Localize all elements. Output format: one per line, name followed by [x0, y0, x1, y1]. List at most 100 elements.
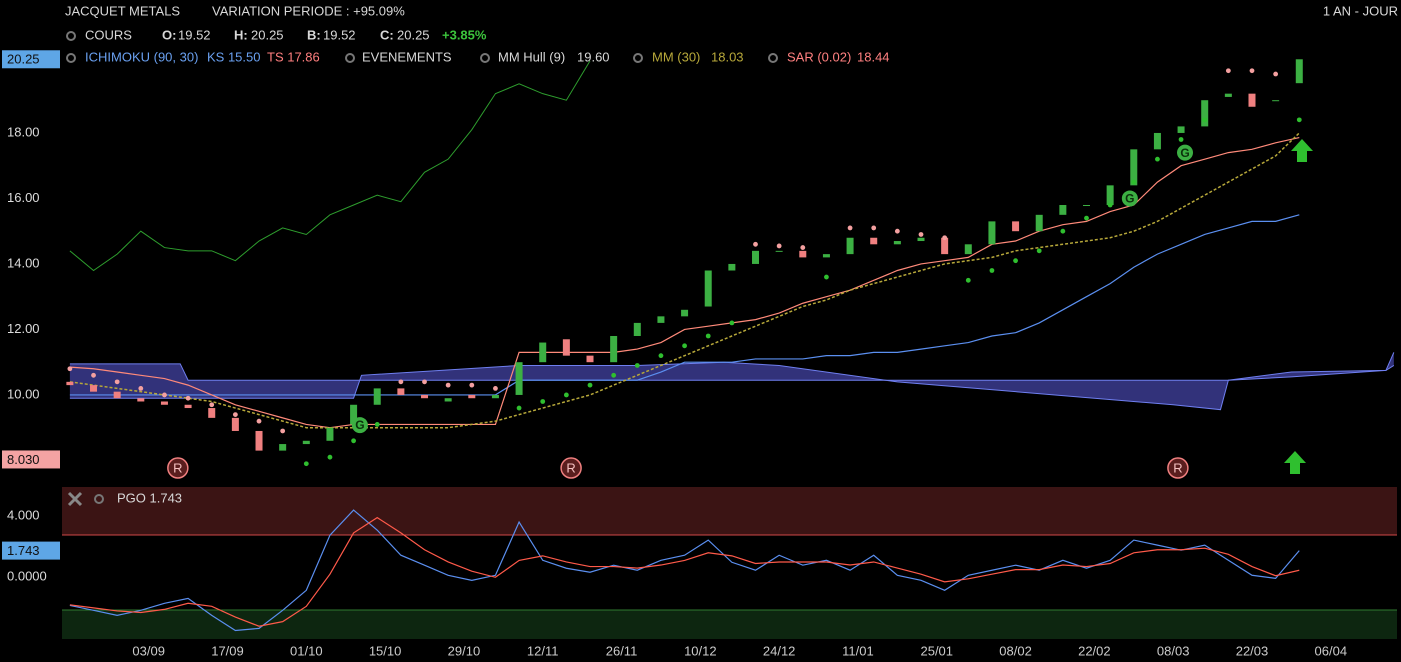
sar-dot [327, 454, 333, 460]
sar-dot [894, 228, 900, 234]
value-box-label: 8.030 [7, 452, 40, 467]
candle [302, 440, 310, 445]
gear-icon[interactable] [480, 53, 490, 63]
y-tick-label: 18.00 [7, 124, 40, 139]
candle [326, 427, 334, 441]
event-marker [1167, 457, 1189, 479]
candle [491, 394, 499, 399]
sar-dot [563, 392, 569, 398]
hull-value: 19.60 [577, 49, 610, 64]
ohlc-value: 20.25 [251, 27, 284, 42]
sar-dot [1273, 71, 1279, 77]
candle [231, 417, 239, 431]
sar-dot [303, 461, 309, 467]
candle [1153, 132, 1161, 150]
ohlc-value: 19.52 [323, 27, 356, 42]
sar-dot [989, 268, 995, 273]
candle [160, 401, 168, 405]
x-tick-label: 08/02 [999, 643, 1032, 658]
x-tick-label: 25/01 [920, 643, 953, 658]
event-marker [167, 457, 189, 479]
candle [1295, 59, 1303, 84]
sar-dot [374, 422, 380, 427]
sar-dot [114, 379, 120, 385]
sar-dot [1013, 258, 1018, 264]
gear-icon[interactable] [66, 53, 76, 63]
ohlc-label: C: [380, 27, 394, 42]
ohlc-value: 20.25 [397, 27, 430, 42]
candle [893, 241, 901, 245]
x-tick-label: 15/10 [369, 643, 402, 658]
signal-marker [1121, 190, 1138, 207]
candle [586, 355, 594, 363]
pgo-title: PGO 1.743 [117, 490, 182, 505]
x-tick-label: 11/01 [842, 643, 874, 658]
tenkan-line [69, 136, 1300, 429]
sar-dot [1036, 248, 1042, 254]
x-tick-label: 03/09 [132, 643, 165, 658]
sar-dot [256, 418, 262, 424]
candle [373, 388, 381, 405]
candle [255, 430, 263, 451]
cours-label: COURS [85, 27, 132, 42]
sar-dot [1084, 215, 1089, 221]
gear-icon[interactable] [768, 53, 778, 63]
sar-dot [1060, 228, 1066, 234]
signal-label: G [355, 418, 364, 432]
ohlc-value: 19.52 [178, 27, 211, 42]
y-tick-label: 10.00 [7, 386, 40, 401]
sar-legend: SAR (0.02) [787, 49, 851, 64]
sar-dot [516, 405, 522, 411]
sar-dot [67, 366, 73, 372]
sar-dot [611, 372, 617, 378]
sar-dot [398, 379, 404, 385]
candle [184, 404, 192, 409]
sar-dot [1178, 137, 1184, 142]
events-legend: EVENEMENTS [362, 49, 452, 64]
ohlc-label: O: [162, 27, 176, 42]
candle [964, 244, 972, 255]
x-tick-label: 29/10 [448, 643, 481, 658]
y-tick-label: 0.0000 [7, 569, 47, 584]
sar-dot [682, 343, 687, 349]
sar-dot [776, 243, 782, 249]
event-marker [560, 457, 582, 479]
close-icon[interactable] [67, 491, 83, 507]
x-tick-label: 01/10 [290, 643, 323, 658]
sar-dot [847, 225, 853, 231]
gear-icon[interactable] [633, 53, 643, 63]
x-tick-label: 06/04 [1315, 643, 1348, 658]
candle [444, 398, 452, 402]
buy-arrow [1291, 139, 1313, 162]
gear-icon[interactable] [345, 53, 355, 63]
sar-dot [800, 245, 806, 250]
candle [279, 444, 287, 451]
candle [515, 362, 523, 395]
candle [610, 335, 618, 363]
gear-icon[interactable] [94, 494, 104, 504]
change: +3.85% [442, 27, 487, 42]
candle [468, 394, 476, 399]
sar-dot [1249, 68, 1255, 74]
candle [917, 237, 925, 242]
chikou-line [69, 60, 591, 272]
sar-dot [634, 363, 640, 368]
candle [941, 237, 949, 255]
candle [208, 408, 216, 418]
sar-dot [587, 382, 593, 388]
candle [137, 398, 145, 402]
sar-dot [753, 241, 758, 247]
sar-dot [871, 225, 877, 231]
indicator-line [69, 516, 1300, 627]
candle [704, 270, 712, 307]
signal-marker [351, 417, 368, 434]
sar-dot [1225, 68, 1231, 74]
gear-icon[interactable] [66, 31, 76, 41]
sar-dot [918, 232, 924, 237]
x-tick-label: 22/03 [1236, 643, 1269, 658]
sar-dot [209, 402, 215, 408]
candle [1272, 100, 1280, 102]
overbought-zone [62, 487, 1397, 535]
